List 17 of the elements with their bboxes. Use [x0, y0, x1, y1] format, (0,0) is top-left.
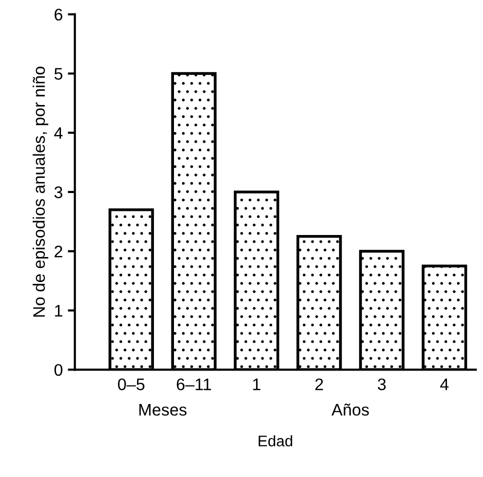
x-tick-label: 2 [315, 378, 323, 390]
y-tick-label: 2 [54, 246, 62, 258]
text: Años [332, 404, 369, 416]
text: Meses [139, 404, 187, 416]
x-tick-label: 3 [378, 378, 386, 390]
y-tick-label: 3 [54, 186, 62, 198]
x-tick-label: 6–11 [176, 378, 211, 390]
x-tick-label: 1 [253, 378, 260, 390]
x-tick-label: 0–5 [118, 378, 144, 390]
x-tick-label: 4 [440, 378, 449, 390]
y-tick-label: 1 [55, 305, 62, 316]
y-tick-label: 5 [54, 68, 62, 80]
y-axis-title: No de episodios anuales, por niño [32, 66, 48, 317]
x-axis-title: Edad [258, 435, 292, 446]
y-tick-label: 4 [54, 127, 63, 139]
y-tick-label: 6 [54, 8, 62, 21]
y-tick-label: 0 [54, 364, 62, 376]
